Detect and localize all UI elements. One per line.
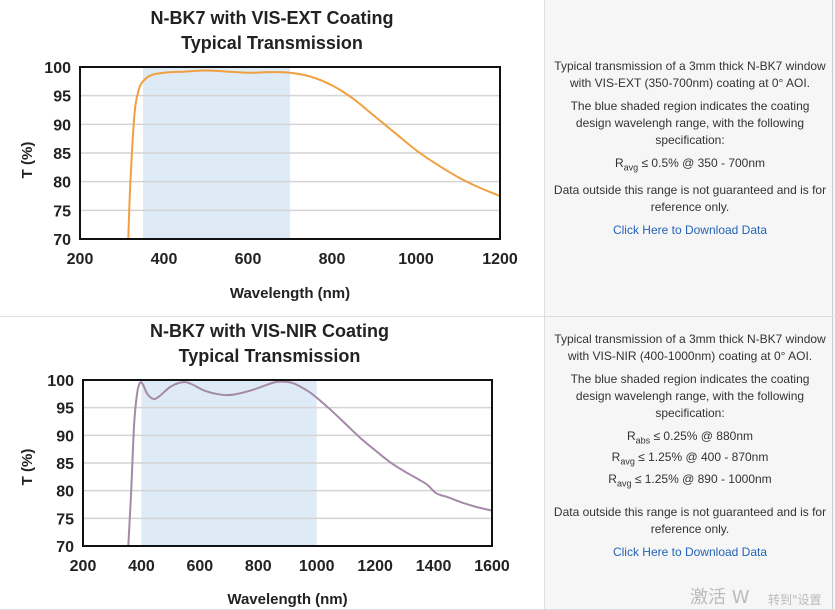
spec-text: ≤ 1.25% @ 890 - 1000nm (634, 471, 772, 486)
plot-frame (79, 66, 501, 240)
spec-subscript: avg (616, 478, 632, 489)
transmission-curve (127, 69, 501, 240)
chart-panel: N-BK7 with VIS-NIR Coating Typical Transm… (0, 317, 544, 609)
spec-symbol: R (611, 450, 621, 465)
x-tick-label: 600 (235, 251, 262, 268)
x-tick-label: 1000 (398, 251, 434, 268)
shaded-note: The blue shaded region indicates the coa… (570, 99, 810, 147)
spec-text: ≤ 0.5% @ 350 - 700nm (641, 156, 766, 170)
shaded-note: The blue shaded region indicates the coa… (570, 372, 810, 420)
spec-symbol: R (614, 156, 624, 170)
y-tick-label: 95 (53, 89, 71, 106)
spec-text: ≤ 1.25% @ 400 - 870nm (638, 450, 769, 465)
chart-subtitle: Typical Transmission (181, 33, 363, 53)
x-tick-label: 200 (67, 251, 94, 268)
y-tick-label: 75 (56, 511, 74, 528)
info-panel: Typical transmission of a 3mm thick N-BK… (544, 0, 835, 316)
chart-title: N-BK7 with VIS-NIR Coating (150, 321, 389, 341)
y-tick-label: 90 (56, 428, 74, 445)
x-tick-label: 400 (151, 251, 178, 268)
y-tick-label: 85 (56, 456, 74, 473)
vis-nir-chart: N-BK7 with VIS-NIR Coating Typical Transm… (19, 321, 510, 608)
y-tick-label: 70 (53, 232, 71, 249)
y-tick-label: 90 (53, 117, 71, 134)
x-tick-label: 1600 (474, 558, 510, 575)
transmission-curve (127, 380, 493, 547)
spec-list: Ravg ≤ 0.5% @ 350 - 700nm (553, 155, 827, 176)
x-tick-label: 1200 (482, 251, 518, 268)
x-tick-label: 200 (70, 558, 97, 575)
chart-row-vis-ext: N-BK7 with VIS-EXT Coating Typical Transm… (0, 0, 835, 317)
spec-subscript: avg (620, 456, 635, 467)
description: Typical transmission of a 3mm thick N-BK… (554, 332, 826, 363)
info-panel: Typical transmission of a 3mm thick N-BK… (544, 317, 835, 609)
y-tick-label: 70 (56, 539, 74, 556)
scrollbar-edge (832, 317, 833, 609)
activation-watermark-sub: 转到"设置 (768, 593, 822, 607)
y-tick-label: 75 (53, 203, 71, 220)
spec-symbol: R (608, 471, 617, 486)
y-axis-label: T (%) (19, 142, 36, 179)
plot-frame (82, 379, 493, 547)
activation-watermark: 激活 W (690, 587, 750, 608)
x-tick-label: 600 (187, 558, 214, 575)
y-axis-label: T (%) (19, 449, 36, 486)
chart-panel: N-BK7 with VIS-EXT Coating Typical Transm… (0, 0, 544, 316)
x-tick-label: 800 (319, 251, 346, 268)
download-data-link[interactable]: Click Here to Download Data (612, 223, 768, 238)
y-tick-label: 85 (53, 146, 71, 163)
spec-list: Rabs ≤ 0.25% @ 880nm Ravg ≤ 1.25% @ 400 -… (553, 428, 827, 492)
y-tick-label: 95 (56, 401, 74, 418)
x-tick-label: 800 (245, 558, 272, 575)
spec-line: Ravg ≤ 0.5% @ 350 - 700nm (553, 155, 827, 176)
y-tick-label: 100 (44, 60, 71, 77)
disclaimer: Data outside this range is not guarantee… (553, 505, 827, 537)
description: Typical transmission of a 3mm thick N-BK… (554, 59, 826, 90)
vis-ext-chart: N-BK7 with VIS-EXT Coating Typical Transm… (19, 8, 518, 302)
x-tick-label: 400 (128, 558, 155, 575)
spec-line: Ravg ≤ 1.25% @ 400 - 870nm (553, 449, 827, 470)
scrollbar-edge (832, 0, 833, 316)
x-tick-label: 1200 (357, 558, 393, 575)
y-tick-label: 80 (53, 175, 71, 192)
chart-title: N-BK7 with VIS-EXT Coating (151, 8, 394, 28)
spec-text: ≤ 0.25% @ 880nm (653, 429, 754, 443)
spec-line: Rabs ≤ 0.25% @ 880nm (553, 428, 827, 449)
spec-symbol: R (626, 429, 636, 443)
disclaimer: Data outside this range is not guarantee… (553, 183, 827, 215)
chart-row-vis-nir: N-BK7 with VIS-NIR Coating Typical Transm… (0, 317, 835, 610)
x-tick-label: 1400 (416, 558, 452, 575)
x-tick-label: 1000 (299, 558, 335, 575)
spec-subscript: avg (623, 162, 639, 173)
y-tick-label: 100 (47, 373, 74, 390)
y-tick-label: 80 (56, 484, 74, 501)
spec-line: Ravg ≤ 1.25% @ 890 - 1000nm (553, 471, 827, 492)
x-axis-label: Wavelength (nm) (230, 285, 350, 302)
spec-subscript: abs (635, 435, 651, 446)
chart-subtitle: Typical Transmission (179, 346, 361, 366)
download-data-link[interactable]: Click Here to Download Data (612, 545, 768, 560)
x-axis-label: Wavelength (nm) (227, 591, 347, 608)
